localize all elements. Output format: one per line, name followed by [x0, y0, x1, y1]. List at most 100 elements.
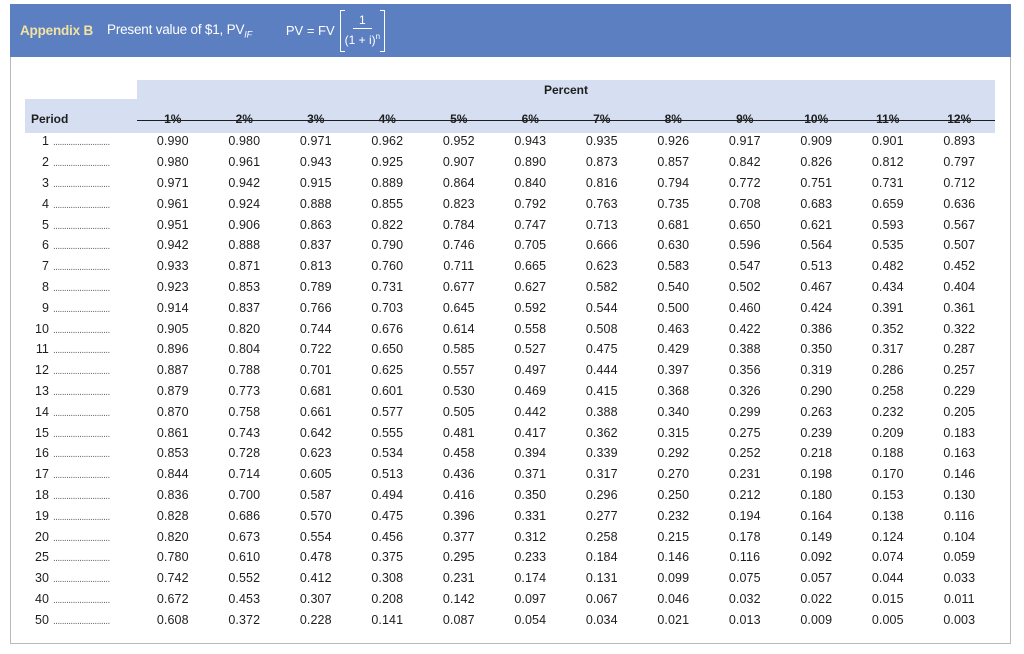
pv-table: Period 1% 2% 3% 4% 5% 6% 7% 8% 9% 10% 11% 12% 1....…	[25, 107, 995, 630]
formula-bracket: 1 (1 + i)n	[339, 9, 386, 52]
period-cell: 16..........................	[25, 443, 137, 464]
pv-value-cell: 0.790	[371, 238, 404, 253]
period-cell: 19..........................	[25, 505, 137, 526]
pv-value-cell: 0.475	[585, 342, 618, 357]
pv-value-cell: 0.397	[657, 363, 690, 378]
pv-value-cell: 0.258	[585, 529, 618, 544]
table-row: 18.......................... 0.836 0.700 0.…	[25, 485, 995, 506]
pv-value-cell: 0.388	[728, 342, 761, 357]
pv-value-cell: 0.731	[371, 279, 404, 294]
table-row: 9.......................... 0.914 0.837 0.7…	[25, 297, 995, 318]
pv-value-cell: 0.823	[442, 196, 475, 211]
pv-value-cell: 0.681	[657, 217, 690, 232]
pv-value-cell: 0.436	[442, 467, 475, 482]
pv-value-cell: 0.286	[871, 363, 904, 378]
leader-dots: ..........................	[53, 553, 110, 565]
pv-value-cell: 0.773	[228, 383, 261, 398]
pv-value-cell: 0.990	[156, 134, 189, 149]
period-number: 10	[35, 321, 50, 336]
table-row: 30.......................... 0.742 0.552 0.…	[25, 568, 995, 589]
pv-value-cell: 0.396	[442, 508, 475, 523]
period-number: 12	[35, 363, 50, 378]
pv-value-cell: 0.751	[800, 175, 833, 190]
pv-value-cell: 0.544	[585, 300, 618, 315]
pv-value-cell: 0.788	[228, 363, 261, 378]
pv-value-cell: 0.906	[228, 217, 261, 232]
pv-value-cell: 0.914	[156, 300, 189, 315]
period-cell: 17..........................	[25, 464, 137, 485]
pv-value-cell: 0.315	[657, 425, 690, 440]
pv-value-cell: 0.456	[371, 529, 404, 544]
pv-value-cell: 0.665	[514, 259, 547, 274]
pv-formula: PV = FV 1 (1 + i)n	[286, 9, 386, 52]
pv-value-cell: 0.677	[442, 279, 475, 294]
percent-header: Percent	[137, 80, 995, 99]
pv-value-cell: 0.116	[943, 508, 975, 523]
pv-value-cell: 0.530	[442, 383, 475, 398]
pv-value-cell: 0.356	[728, 363, 761, 378]
period-cell: 6..........................	[25, 235, 137, 256]
pv-value-cell: 0.194	[728, 508, 761, 523]
pv-value-cell: 0.855	[371, 196, 404, 211]
header-bar: Appendix B Present value of $1, PVIF PV …	[10, 4, 1011, 57]
pv-value-cell: 0.820	[156, 529, 189, 544]
period-cell: 50..........................	[25, 609, 137, 630]
period-cell: 3..........................	[25, 173, 137, 194]
leader-dots: ..........................	[53, 303, 110, 315]
pv-value-cell: 0.270	[657, 467, 690, 482]
pv-value-cell: 0.601	[371, 383, 404, 398]
pv-value-cell: 0.142	[442, 591, 475, 606]
period-number: 8	[41, 279, 49, 294]
pv-value-cell: 0.250	[657, 487, 690, 502]
formula-numerator: 1	[353, 14, 372, 29]
period-cell: 1..........................	[25, 131, 137, 152]
pv-value-cell: 0.075	[728, 571, 761, 586]
pv-value-cell: 0.350	[800, 342, 833, 357]
pv-value-cell: 0.377	[442, 529, 475, 544]
pv-value-cell: 0.124	[871, 529, 904, 544]
pv-value-cell: 0.873	[585, 155, 618, 170]
pv-value-cell: 0.292	[657, 446, 690, 461]
table-title-text: Present value of $1, PV	[107, 21, 245, 37]
pv-value-cell: 0.570	[299, 508, 332, 523]
leader-dots: ..........................	[53, 407, 110, 419]
pv-value-cell: 0.645	[442, 300, 475, 315]
period-cell: 5..........................	[25, 214, 137, 235]
leader-dots: ..........................	[53, 615, 110, 627]
pv-value-cell: 0.804	[228, 342, 261, 357]
pv-value-cell: 0.943	[299, 155, 332, 170]
pv-value-cell: 0.683	[800, 196, 833, 211]
pv-value-cell: 0.149	[800, 529, 833, 544]
table-row: 10.......................... 0.905 0.820 0.…	[25, 318, 995, 339]
period-cell: 7..........................	[25, 256, 137, 277]
pv-value-cell: 0.708	[728, 196, 761, 211]
pv-value-cell: 0.322	[943, 321, 976, 336]
pv-value-cell: 0.059	[943, 550, 976, 565]
pv-value-cell: 0.460	[728, 300, 761, 315]
pv-value-cell: 0.350	[514, 487, 547, 502]
pv-value-cell: 0.917	[728, 134, 761, 149]
table-row: 13.......................... 0.879 0.773 0.…	[25, 381, 995, 402]
pv-value-cell: 0.170	[871, 467, 904, 482]
pv-value-cell: 0.592	[514, 300, 547, 315]
pv-value-cell: 0.527	[514, 342, 547, 357]
pv-value-cell: 0.816	[585, 175, 618, 190]
pv-value-cell: 0.712	[943, 175, 976, 190]
period-cell: 8..........................	[25, 277, 137, 298]
leader-dots: ..........................	[53, 324, 110, 336]
pv-value-cell: 0.552	[228, 571, 261, 586]
pv-value-cell: 0.766	[299, 300, 332, 315]
pv-value-cell: 0.784	[442, 217, 475, 232]
pv-value-cell: 0.391	[871, 300, 904, 315]
pv-value-cell: 0.828	[156, 508, 189, 523]
pv-value-cell: 0.614	[442, 321, 475, 336]
pv-value-cell: 0.180	[800, 487, 833, 502]
pv-value-cell: 0.942	[228, 175, 261, 190]
period-cell: 30..........................	[25, 568, 137, 589]
period-number: 20	[35, 529, 50, 544]
pv-value-cell: 0.842	[728, 155, 761, 170]
pv-value-cell: 0.317	[871, 342, 904, 357]
period-cell: 11..........................	[25, 339, 137, 360]
leader-dots: ..........................	[53, 511, 110, 523]
pv-value-cell: 0.888	[299, 196, 332, 211]
